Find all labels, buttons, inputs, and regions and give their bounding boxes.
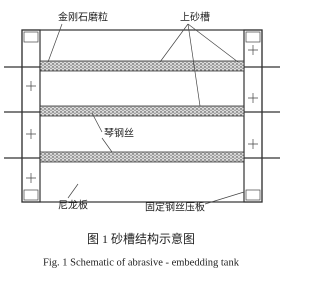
label-wire-clamp: 固定钢丝压板 — [145, 200, 205, 213]
caption-chinese: 图 1 砂槽结构示意图 — [87, 231, 195, 246]
frame — [21, 29, 263, 203]
caption-english: Fig. 1 Schematic of abrasive - embedding… — [43, 257, 240, 268]
label-piano-wire: 琴钢丝 — [104, 126, 134, 139]
diagram: 金刚石磨粒 上砂槽 琴钢丝 尼龙板 固定钢丝压板 图 1 砂槽结构示意图 Fig… — [4, 10, 280, 268]
plus-markers — [26, 45, 258, 183]
label-nylon-plate: 尼龙板 — [58, 198, 88, 211]
sand-tanks — [39, 60, 245, 163]
label-upper-tank: 上砂槽 — [180, 10, 210, 23]
leader-lines — [47, 23, 245, 205]
label-diamond-abrasive: 金刚石磨粒 — [58, 10, 108, 23]
